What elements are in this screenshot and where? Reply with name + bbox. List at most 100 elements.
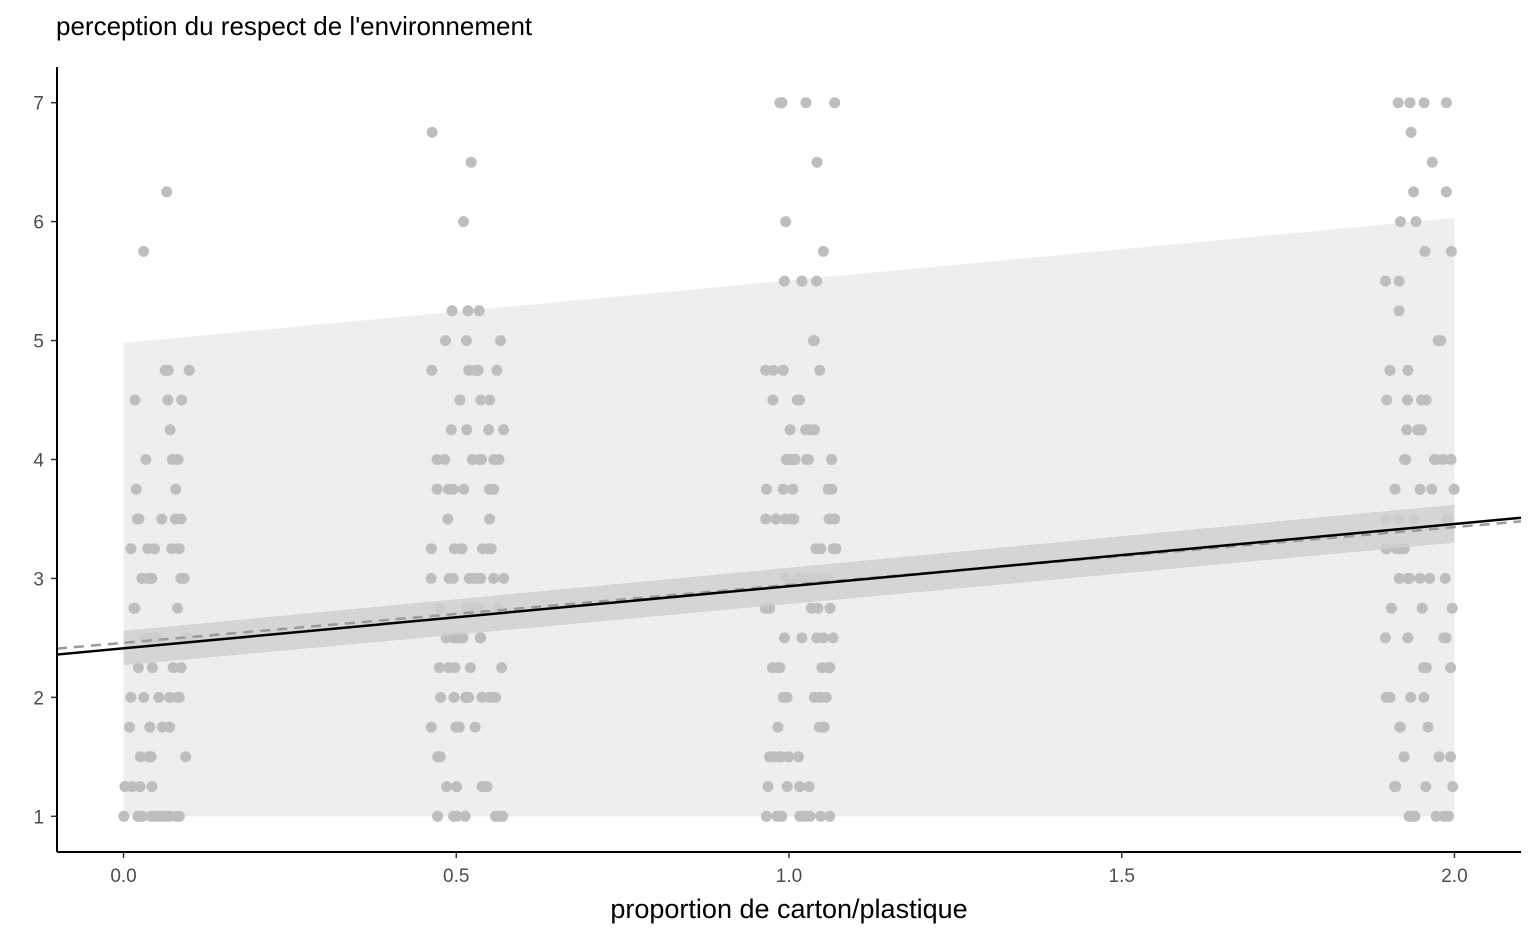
- data-point: [118, 810, 130, 822]
- data-point: [125, 543, 137, 555]
- axes-layer: 1 2 3 4 5 6 7 0.0 0.5 1.0 1.5 2.0: [33, 67, 1521, 887]
- data-point: [426, 126, 438, 138]
- data-point: [1399, 454, 1411, 465]
- data-point: [446, 305, 458, 317]
- data-point: [483, 543, 495, 555]
- data-point: [770, 513, 782, 525]
- chart-title: perception du respect de l'environnement: [56, 11, 533, 41]
- data-point: [787, 454, 799, 465]
- data-point: [760, 364, 772, 376]
- data-point: [460, 335, 472, 347]
- data-point: [1418, 691, 1430, 703]
- fit-line: [56, 516, 1522, 656]
- data-point: [132, 810, 144, 822]
- data-point: [1426, 156, 1438, 168]
- data-point: [1379, 632, 1391, 644]
- data-point: [796, 275, 808, 287]
- data-point: [829, 97, 841, 109]
- data-point: [1433, 751, 1445, 763]
- data-point: [452, 632, 464, 644]
- data-point: [1414, 572, 1426, 584]
- data-point: [774, 662, 786, 674]
- data-point: [1389, 781, 1401, 793]
- data-point: [778, 275, 790, 287]
- data-point: [124, 721, 136, 733]
- data-point: [794, 781, 806, 793]
- data-point: [1445, 454, 1457, 465]
- data-point: [442, 513, 454, 525]
- data-point: [1418, 662, 1429, 674]
- data-point: [807, 335, 819, 347]
- data-point: [1402, 364, 1414, 376]
- data-point: [1440, 97, 1452, 109]
- data-point: [1414, 483, 1426, 495]
- data-point: [432, 810, 444, 822]
- data-point: [791, 394, 803, 406]
- data-point: [146, 662, 158, 674]
- points-layer: [118, 97, 1460, 822]
- data-point: [456, 543, 468, 555]
- data-point: [781, 781, 793, 793]
- data-point: [175, 513, 187, 525]
- data-point: [467, 454, 478, 465]
- data-point: [439, 454, 451, 465]
- data-point: [1409, 810, 1421, 822]
- data-point: [1408, 186, 1420, 198]
- data-point: [1445, 662, 1457, 674]
- data-point: [824, 602, 836, 614]
- data-point: [760, 513, 772, 525]
- data-point: [126, 781, 138, 793]
- data-point: [142, 543, 154, 555]
- data-point: [1393, 275, 1405, 287]
- x-tick-label: 1.5: [1109, 866, 1135, 887]
- data-point: [153, 691, 165, 703]
- data-point: [824, 810, 836, 822]
- data-point: [461, 424, 473, 436]
- data-point: [451, 810, 463, 822]
- data-point: [823, 513, 835, 525]
- data-point: [441, 781, 453, 793]
- data-point: [164, 810, 176, 822]
- data-point: [496, 662, 508, 674]
- data-point: [426, 364, 438, 376]
- data-point: [173, 691, 185, 703]
- data-point: [777, 364, 789, 376]
- data-point: [1410, 216, 1422, 228]
- data-point: [817, 245, 829, 257]
- data-point: [1392, 97, 1404, 109]
- data-point: [1394, 721, 1406, 733]
- y-tick-label: 5: [33, 332, 44, 353]
- data-point: [448, 543, 460, 555]
- data-point: [458, 216, 469, 228]
- data-point: [1445, 245, 1457, 257]
- data-point: [802, 454, 814, 465]
- data-point: [176, 394, 188, 406]
- data-point: [434, 751, 446, 763]
- data-point: [826, 454, 837, 465]
- data-point: [1405, 691, 1417, 703]
- data-point: [475, 632, 487, 644]
- data-point: [777, 483, 789, 495]
- data-point: [805, 602, 817, 614]
- data-point: [1424, 572, 1436, 584]
- data-point: [815, 810, 827, 822]
- data-point: [162, 364, 174, 376]
- data-point: [425, 543, 437, 555]
- data-point: [811, 632, 823, 644]
- data-point: [1393, 572, 1405, 584]
- x-tick-label: 0.5: [443, 866, 469, 887]
- data-point: [1419, 245, 1431, 257]
- x-tick-label: 2.0: [1441, 866, 1467, 887]
- data-point: [134, 751, 146, 763]
- data-point: [138, 245, 150, 257]
- data-point: [767, 394, 779, 406]
- data-point: [170, 483, 182, 495]
- data-point: [493, 454, 505, 465]
- data-point: [431, 454, 443, 465]
- data-point: [1380, 691, 1392, 703]
- data-point: [1439, 572, 1451, 584]
- data-point: [130, 483, 142, 495]
- data-point: [146, 572, 158, 584]
- data-point: [448, 691, 460, 703]
